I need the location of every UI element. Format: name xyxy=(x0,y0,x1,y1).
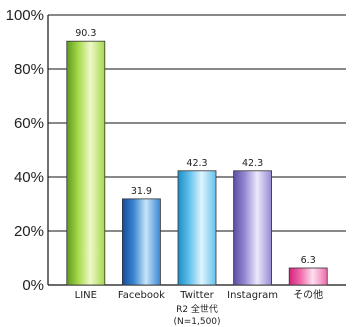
data-label: 31.9 xyxy=(131,186,152,197)
y-tick-label: 20% xyxy=(14,223,44,240)
sample-note: R2 全世代 (N=1,500) xyxy=(173,303,220,327)
bar xyxy=(233,170,273,286)
x-tick-label: LINE xyxy=(75,290,97,301)
note-line: (N=1,500) xyxy=(173,317,220,327)
x-tick-label: その他 xyxy=(293,288,323,301)
y-tick-label: 60% xyxy=(14,115,44,132)
y-tick-label: 100% xyxy=(6,7,44,24)
x-tick-label: Twitter xyxy=(179,290,214,301)
x-tick-label: Instagram xyxy=(227,290,278,301)
bar xyxy=(177,170,217,286)
y-tick-label: 40% xyxy=(14,169,44,186)
labels: 0% 20% 40% 60% 80% 100% 90.3 LINE 31.9 Facebook 42… xyxy=(6,7,324,301)
bar xyxy=(122,198,161,286)
data-label: 42.3 xyxy=(242,158,263,169)
bar xyxy=(288,267,328,286)
y-tick-label: 0% xyxy=(22,277,44,294)
note-line: R2 全世代 xyxy=(176,303,218,315)
data-label: 6.3 xyxy=(301,255,316,266)
data-label: 42.3 xyxy=(186,158,207,169)
x-tick-label: Facebook xyxy=(118,290,165,301)
data-label: 90.3 xyxy=(75,28,96,39)
bar xyxy=(66,40,106,286)
y-tick-label: 80% xyxy=(14,61,44,78)
bars xyxy=(66,40,328,286)
